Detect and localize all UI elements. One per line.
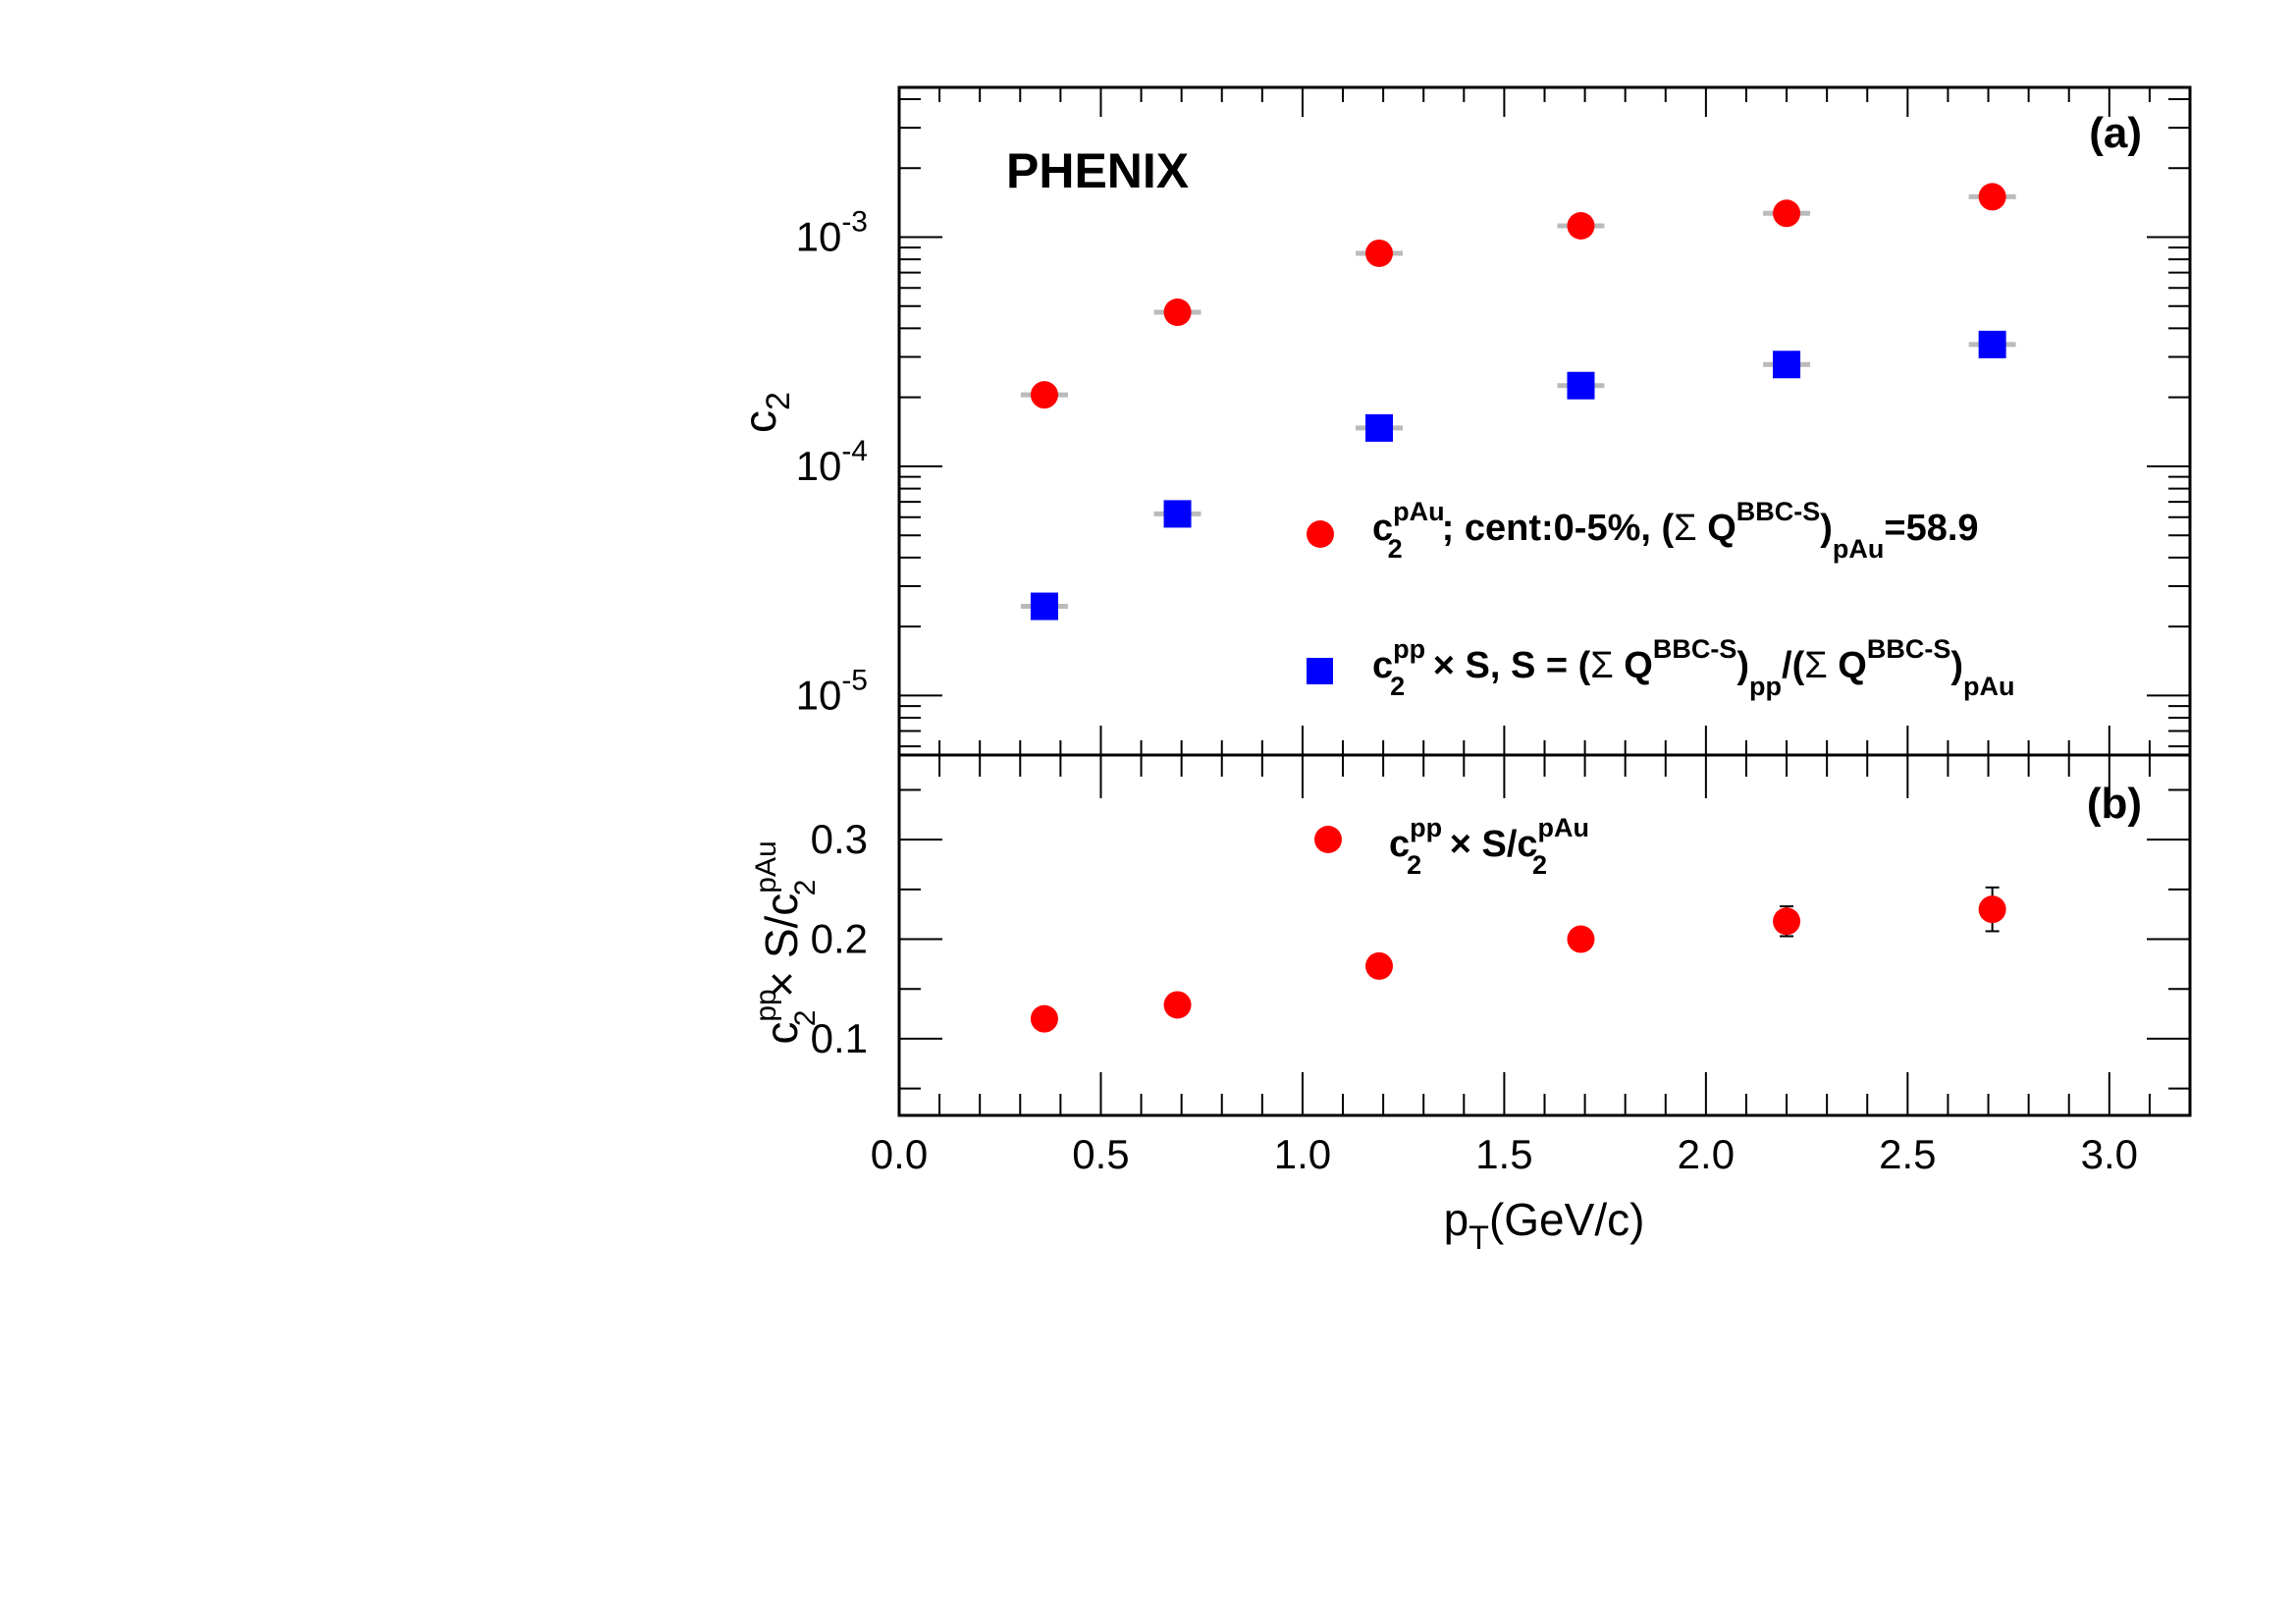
panel-b-marks (1030, 886, 2006, 1033)
data-point-pau (1365, 239, 1394, 267)
y-tick-label-b: 0.2 (811, 916, 868, 962)
data-point-pau (1163, 298, 1192, 327)
data-point-pp (1365, 413, 1394, 442)
legend-b: cpp 2 × S/cpAu 2 (1314, 813, 1589, 880)
x-tick-label: 2.0 (1678, 1131, 1735, 1177)
data-point-ratio (1567, 925, 1595, 953)
data-point-ratio (1365, 951, 1394, 980)
data-point-pau (1030, 381, 1058, 409)
y-axis-title-a: c2 (734, 392, 797, 433)
data-point-pau (1978, 183, 2006, 211)
data-point-pp (1567, 371, 1595, 400)
x-tick-label: 1.5 (1475, 1131, 1532, 1177)
legend-a: cpAu 2; cent:0-5%, (Σ QBBC-S)pAu=58.9 cpp… (1307, 497, 2015, 701)
panel-b-frame (897, 753, 2192, 1117)
legend-entry-ratio: cpp 2 × S/cpAu 2 (1389, 813, 1589, 880)
x-tick-label: 0.0 (871, 1131, 928, 1177)
svg-text:c2: c2 (734, 392, 797, 433)
legend-entry-pp: cpp 2 × S, S = (Σ QBBC-S)pp/(Σ QBBC-S)pAu (1372, 634, 2015, 701)
data-point-pp (1030, 592, 1058, 621)
data-point-pau (1567, 212, 1595, 241)
data-point-pp (1163, 500, 1192, 528)
data-point-ratio (1978, 895, 2006, 924)
y-tick-label-a: 10-4 (796, 435, 868, 489)
x-tick-label: 3.0 (2081, 1131, 2138, 1177)
data-point-ratio (1163, 991, 1192, 1019)
x-axis-title: pT(GeV/c) (1444, 1194, 1645, 1257)
y-axis-title-b: cpp 2 × S/cpAu 2 (750, 840, 822, 1044)
data-point-pau (1773, 199, 1801, 228)
data-point-pp (1773, 351, 1801, 379)
panel-a-label: (a) (2089, 109, 2142, 157)
panel-b-ticks: 0.1 0.2 0.3 0.0 0.5 1.0 1.5 2.0 2.5 3.0 (811, 755, 2191, 1177)
legend-marker-pp (1307, 658, 1333, 684)
y-tick-label-a: 10-3 (796, 205, 868, 259)
panel-a-marks (1020, 183, 2016, 621)
panel-a-ticks: 10-5 10-4 10-3 (796, 87, 2191, 755)
legend-marker-ratio (1314, 826, 1342, 853)
y-tick-label-b: 0.3 (811, 816, 868, 862)
legend-marker-pau (1307, 520, 1334, 548)
panel-b-label: (b) (2087, 780, 2142, 828)
x-tick-label: 0.5 (1072, 1131, 1129, 1177)
x-tick-label: 2.5 (1879, 1131, 1936, 1177)
legend-entry-pau: cpAu 2; cent:0-5%, (Σ QBBC-S)pAu=58.9 (1372, 497, 1979, 564)
x-tick-label: 1.0 (1274, 1131, 1331, 1177)
data-point-pp (1978, 330, 2006, 358)
data-point-ratio (1030, 1004, 1058, 1033)
data-point-ratio (1773, 907, 1801, 936)
experiment-label: PHENIX (1006, 143, 1189, 198)
y-tick-label-a: 10-5 (796, 664, 868, 718)
y-tick-label-b: 0.1 (811, 1015, 868, 1061)
